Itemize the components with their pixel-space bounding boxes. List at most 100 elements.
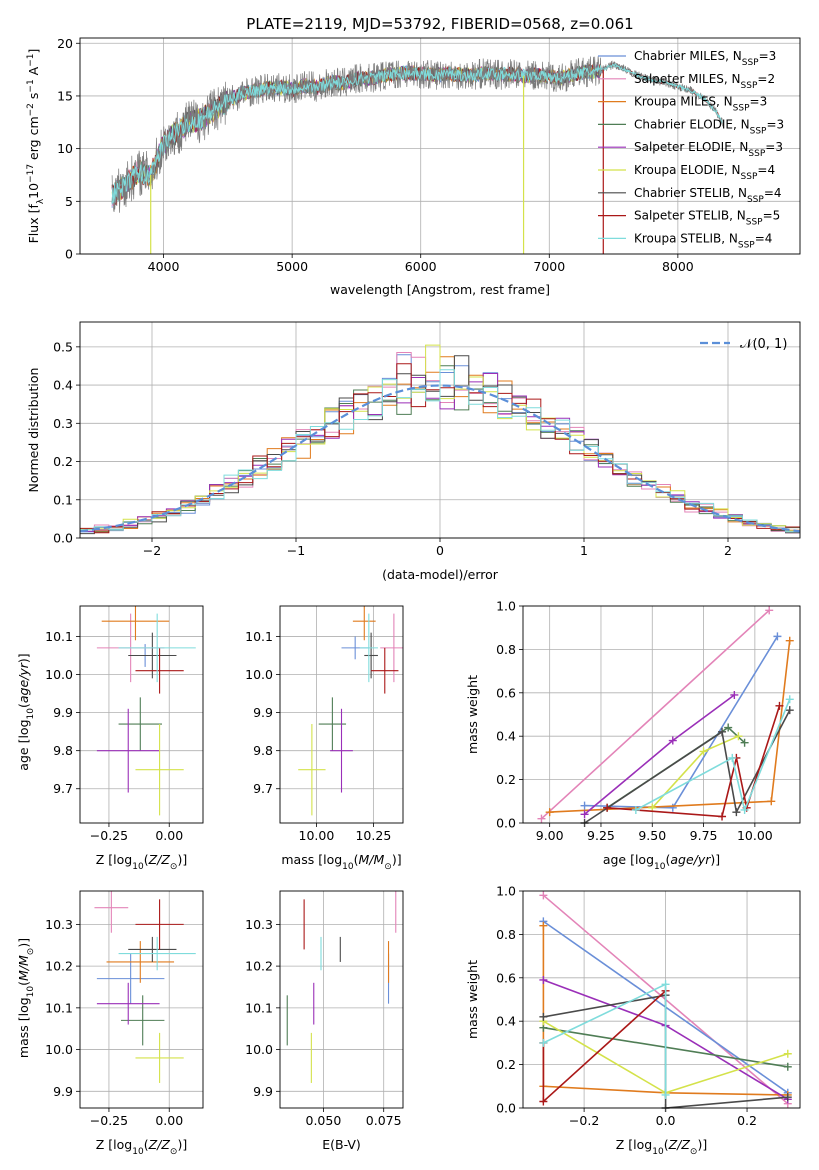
y-tick-label: 10.0 (45, 1042, 73, 1057)
x-tick-label: 9.50 (638, 828, 666, 843)
plus-marker (775, 701, 784, 710)
x-axis-label: wavelength [Angstrom, rest frame] (330, 282, 550, 297)
error-bars (96, 606, 196, 816)
plus-marker (661, 980, 670, 989)
plus-marker (728, 753, 737, 762)
errorbar-chabrier_elodie (121, 995, 165, 1046)
legend-entry: Kroupa ELODIE, NSSP=4 (634, 163, 775, 182)
mass-vs-metallicity-panel: −0.25 0.00 9.9 10.0 10.1 10.2 10.3 Z [log10(Z/Z… (16, 890, 204, 1157)
errorbar-chabrier_miles (96, 953, 165, 1004)
x-tick-label: 9.75 (690, 828, 718, 843)
axes-frame (79, 605, 204, 824)
errorbar-salpeter_elodie (96, 708, 160, 793)
y-tick-label: 0.8 (496, 642, 516, 657)
errorbar-kroupa_elodie (135, 724, 184, 816)
series-kroupa_stelib (631, 695, 794, 814)
axes-frame (79, 321, 801, 539)
plus-marker (718, 812, 727, 821)
grid (523, 890, 800, 1109)
x-axis-label: mass [log10(M/M⊙)] (281, 852, 401, 872)
plus-marker (718, 727, 727, 736)
weight-lines (537, 606, 794, 827)
y-tick-label: 9.9 (253, 705, 273, 720)
legend-entry: Kroupa STELIB, NSSP=4 (634, 231, 772, 250)
x-tick-label: 9.25 (587, 828, 615, 843)
axes-frame (522, 890, 801, 1109)
y-tick-label: 10.3 (245, 917, 273, 932)
legend-entry: Kroupa MILES, NSSP=3 (634, 95, 767, 114)
mass-vs-ebv-panel: 0.050 0.075 9.9 10.0 10.1 10.2 10.3 E(B-V) (245, 890, 404, 1152)
series-chabrier_miles (580, 632, 782, 812)
grid (80, 606, 203, 823)
y-tick-label: 10.1 (45, 629, 73, 644)
plus-marker (785, 706, 794, 715)
x-tick-label: −1 (287, 543, 305, 558)
plus-marker (668, 803, 677, 812)
series-line (543, 983, 667, 1095)
plus-marker (783, 1093, 792, 1102)
plus-marker (732, 808, 741, 817)
errorbar-chabrier_elodie (118, 697, 162, 751)
plus-marker (767, 797, 776, 806)
plus-marker (765, 606, 774, 615)
y-tick-label: 0.6 (496, 970, 516, 985)
y-tick-label: 9.9 (53, 1084, 73, 1099)
x-tick-label: 0 (436, 543, 444, 558)
y-axis-label: age [log10(age/yr)] (16, 653, 36, 770)
plus-marker (539, 891, 548, 900)
normal-distribution-curve (80, 384, 800, 533)
series-line (542, 990, 667, 1104)
series-line (542, 925, 788, 1096)
y-tick-label: 0.0 (496, 816, 516, 831)
errorbar-kroupa_miles (106, 941, 175, 983)
error-bars (286, 891, 397, 1083)
model-spectrum-kroupa-stelib (111, 63, 723, 204)
errorbar-kroupa_elodie (135, 1032, 184, 1083)
plus-marker (580, 801, 589, 810)
x-tick-label: 0.00 (155, 828, 183, 843)
x-axis-label: (data-model)/error (382, 567, 499, 582)
legend-entry: Chabrier STELIB, NSSP=4 (634, 186, 782, 205)
y-tick-label: 0.5 (53, 339, 73, 354)
spectrum-panel: 4000 5000 6000 7000 8000 0 5 10 15 20 wavelength [… (26, 36, 801, 297)
legend-entry: Salpeter MILES, NSSP=2 (634, 72, 775, 91)
errorbar-kroupa_stelib (359, 613, 378, 683)
y-tick-label: 0.8 (496, 927, 516, 942)
mass-weight-vs-age-panel: 9.00 9.25 9.50 9.75 10.00 0.0 0.2 0.4 0.6 0.8 1.0 a… (465, 599, 801, 872)
error-bars (298, 606, 403, 816)
y-axis-label: mass weight (465, 675, 480, 754)
series-line (607, 705, 781, 818)
legend-entry: Salpeter STELIB, NSSP=5 (634, 209, 780, 228)
x-tick-label: −2 (143, 543, 161, 558)
y-axis-label: Normed distribution (26, 368, 41, 493)
y-tick-label: 1.0 (496, 599, 516, 614)
observed-spectrum (111, 56, 724, 213)
y-tick-label: 5 (65, 194, 73, 209)
legend-entry: Chabrier MILES, NSSP=3 (634, 49, 776, 68)
y-tick-label: 9.9 (53, 705, 73, 720)
plus-marker (537, 814, 546, 823)
age-vs-metallicity-panel: −0.25 0.00 9.7 9.8 9.9 10.0 10.1 Z [log10(Z/Z⊙)… (16, 605, 204, 872)
legend-entry: Chabrier ELODIE, NSSP=3 (634, 117, 784, 136)
series-salpeter_stelib (603, 701, 784, 821)
errorbar-salpeter_stelib (135, 647, 184, 694)
y-tick-label: 10.2 (45, 959, 73, 974)
y-tick-label: 10.0 (245, 1042, 273, 1057)
plus-marker (539, 975, 548, 984)
axes-frame (79, 37, 801, 255)
plus-marker (539, 1038, 548, 1047)
series-line (540, 609, 770, 820)
plus-marker (724, 723, 733, 732)
spectrum-lines (111, 56, 724, 254)
legend-entry: 𝒩(0, 1) (740, 337, 787, 352)
x-tick-label: 9.00 (536, 828, 564, 843)
y-tick-label: 0.6 (496, 685, 516, 700)
y-tick-label: 10.1 (245, 1000, 273, 1015)
y-tick-label: 20 (57, 36, 73, 51)
series-salpeter_miles (537, 606, 774, 823)
plus-marker (783, 1062, 792, 1071)
plus-marker (783, 1049, 792, 1058)
x-tick-label: 0.050 (306, 1113, 342, 1128)
plus-marker (631, 805, 640, 814)
plus-marker (740, 738, 749, 747)
